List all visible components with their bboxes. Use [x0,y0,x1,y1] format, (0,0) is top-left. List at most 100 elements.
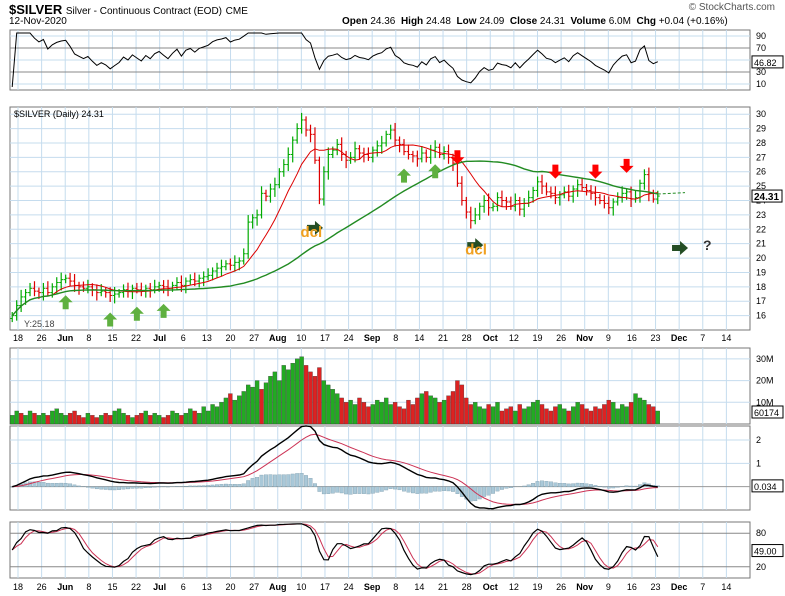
volume-bar [428,395,433,425]
x-tick-label-lower: Nov [576,582,593,592]
x-tick-label-upper: 26 [37,333,47,343]
macd-histogram-bar [629,485,633,487]
volume-bar [277,380,282,425]
volume-bar [539,404,545,425]
volume-bar [27,410,33,425]
macd-histogram-bar [210,484,215,487]
volume-bar [468,404,473,425]
volume-bar [424,391,429,425]
macd-histogram-bar [544,481,549,487]
volume-bar [241,391,246,425]
macd-histogram-bar [500,486,504,490]
up-arrow-icon [58,295,73,310]
volume-bar [530,402,536,425]
macd-histogram-bar [50,483,55,487]
macd-histogram-bar [308,478,313,487]
x-tick-label-upper: Oct [483,333,498,343]
macd-histogram-bar [59,482,64,487]
down-arrow-icon [548,164,563,179]
low-value: 24.09 [479,16,505,27]
volume-bar [165,415,171,425]
volume-bar [646,404,652,425]
volume-bar [303,365,309,425]
x-tick-label-lower: 28 [462,582,472,592]
volume-bar [81,417,86,425]
macd-histogram-bar [72,484,77,487]
macd-histogram-bar [362,486,366,494]
volume-bar [566,410,571,425]
volume-bar [384,397,389,425]
macd-line [12,425,658,510]
macd-histogram-bar [223,483,228,487]
x-tick-label-upper: 23 [651,333,661,343]
macd-histogram-bar [415,486,420,494]
volume-bar [183,412,189,425]
volume-bar [237,395,242,425]
x-tick-label-lower: 12 [509,582,519,592]
volume-bar [205,410,211,425]
volume-bar [335,393,340,425]
macd-histogram-bar [281,474,286,487]
price-tick-label: 17 [756,296,766,306]
macd-histogram-bar [535,481,540,487]
volume-bar [223,397,229,425]
volume-bar [637,397,643,425]
volume-bar [254,380,260,425]
price-tick-label: 21 [756,239,766,249]
volume-bar [602,404,607,425]
volume-bar [588,410,594,425]
price-tick-label: 16 [756,311,766,321]
macd-histogram-bar [335,486,340,493]
volume-bar [628,402,634,425]
macd-histogram-bar [504,486,509,489]
volume-bar [299,356,304,425]
x-tick-label-upper: 18 [13,333,23,343]
volume-bar [228,393,233,425]
volume-bar [156,415,162,425]
up-arrow-icon [156,303,171,318]
volume-bar [557,404,562,425]
volume-bar [23,415,28,425]
macd-histogram-bar [326,486,331,494]
macd-histogram-bar [152,486,157,488]
x-tick-label-lower: 13 [202,582,212,592]
price-tick-label: 20 [756,253,766,263]
macd-histogram-bar [54,483,59,487]
stoch-k-line [11,523,659,576]
volume-bar [379,402,384,425]
macd-histogram-bar [330,486,335,494]
volume-bar [642,399,647,425]
price-tick-label: 28 [756,138,766,148]
price-series-label: $SILVER (Daily) 24.31 [14,109,104,119]
macd-histogram-bar [77,485,81,487]
volume-bar [517,404,522,425]
macd-histogram-bar [126,486,130,490]
volume-tick-label: 20M [756,376,774,386]
symbol-description: Silver - Continuous Contract (EOD) [65,6,223,17]
brand-watermark: © StockCharts.com [688,2,775,13]
volume-tick-label: 30M [756,354,774,364]
macd-histogram-bar [321,486,326,495]
x-tick-label-upper: 7 [700,333,705,343]
volume-bar [504,408,509,425]
macd-histogram-bar [384,486,389,491]
x-tick-label-lower: 19 [532,582,542,592]
macd-histogram-bar [250,478,255,487]
macd-histogram-bar [121,486,126,490]
volume-bar [348,399,353,425]
volume-tick-label: 10M [756,397,774,407]
price-tick-label: 18 [756,282,766,292]
volume-bar [214,406,220,425]
volume-bar [134,415,140,425]
volume-current-box [751,405,784,419]
macd-histogram-bar [68,483,73,487]
x-tick-label-lower: 16 [627,582,637,592]
x-tick-label-lower: Aug [269,582,287,592]
price-tick-label: 23 [756,210,766,220]
volume-bar [397,406,402,425]
volume-bar [59,412,64,425]
macd-histogram-bar [491,486,495,494]
x-tick-label-lower: Sep [364,582,381,592]
volume-bar [562,408,567,425]
